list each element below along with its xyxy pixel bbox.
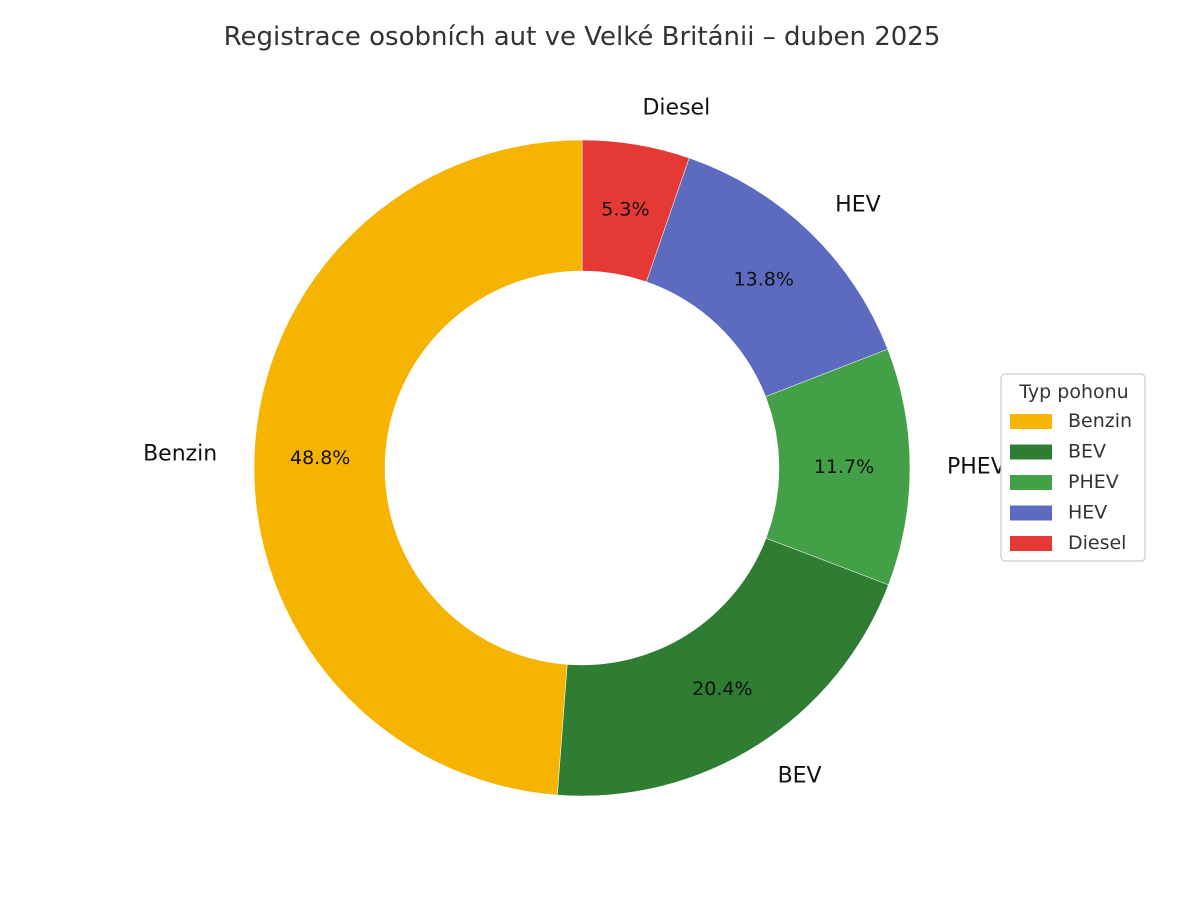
- pct-label-benzin: 48.8%: [290, 447, 350, 469]
- label-hev: HEV: [835, 193, 881, 218]
- slice-benzin: [253, 139, 583, 796]
- legend-label-diesel: Diesel: [1068, 532, 1126, 554]
- slice-hev: [646, 157, 889, 397]
- legend-label-bev: BEV: [1068, 441, 1106, 463]
- pct-label-bev: 20.4%: [692, 678, 752, 700]
- legend-swatch-diesel: [1010, 536, 1052, 551]
- percentage-labels: 5.3% 13.8% 11.7% 20.4% 48.8%: [290, 199, 874, 701]
- legend-swatch-phev: [1010, 475, 1052, 490]
- label-phev: PHEV: [947, 454, 1006, 479]
- pct-label-diesel: 5.3%: [601, 199, 649, 221]
- slice-bev: [557, 537, 889, 797]
- legend-swatch-bev: [1010, 444, 1052, 460]
- label-diesel: Diesel: [642, 96, 710, 121]
- legend-entries: Benzin BEV PHEV HEV Diesel: [1010, 410, 1132, 554]
- label-benzin: Benzin: [143, 442, 217, 467]
- label-bev: BEV: [778, 764, 822, 789]
- category-labels: Diesel HEV PHEV BEV Benzin: [143, 96, 1006, 789]
- legend-label-benzin: Benzin: [1068, 410, 1132, 432]
- legend-label-phev: PHEV: [1068, 471, 1119, 493]
- legend-title: Typ pohonu: [1018, 381, 1128, 403]
- legend: Typ pohonu Benzin BEV PHEV HEV Diesel: [1000, 373, 1146, 562]
- legend-swatch-hev: [1010, 505, 1052, 521]
- pct-label-hev: 13.8%: [734, 268, 794, 290]
- legend-swatch-benzin: [1010, 414, 1052, 429]
- legend-label-hev: HEV: [1068, 502, 1107, 524]
- chart-slices: [253, 139, 911, 797]
- chart-title: Registrace osobních aut ve Velké Británi…: [224, 22, 941, 52]
- pct-label-phev: 11.7%: [814, 456, 874, 478]
